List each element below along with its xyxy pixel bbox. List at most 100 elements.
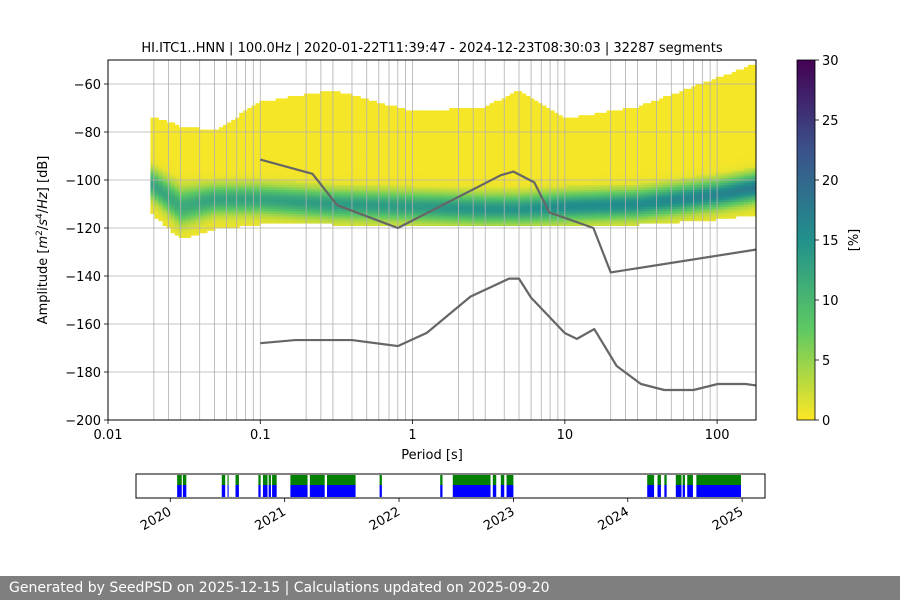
heatmap-cell xyxy=(416,196,422,200)
heatmap-cell xyxy=(348,199,353,202)
heatmap-cell xyxy=(517,108,523,111)
heatmap-cell xyxy=(380,158,385,162)
heatmap-cell xyxy=(481,194,486,198)
heatmap-cell xyxy=(328,117,333,121)
heatmap-cell xyxy=(424,139,430,142)
heatmap-cell xyxy=(477,153,482,157)
heatmap-cell xyxy=(158,122,163,126)
heatmap-cell xyxy=(513,146,519,150)
heatmap-cell xyxy=(368,124,373,128)
heatmap-cell xyxy=(538,148,543,152)
heatmap-cell xyxy=(525,103,531,106)
heatmap-cell xyxy=(211,218,216,222)
heatmap-cell xyxy=(388,117,394,121)
heatmap-cell xyxy=(396,148,402,152)
heatmap-cell xyxy=(433,120,438,123)
heatmap-cell xyxy=(533,180,539,183)
heatmap-cell xyxy=(227,127,232,130)
heatmap-cell xyxy=(186,165,192,169)
heatmap-cell xyxy=(493,156,499,159)
heatmap-cell xyxy=(186,218,192,222)
heatmap-cell xyxy=(437,170,442,174)
heatmap-cell xyxy=(336,156,341,159)
heatmap-cell xyxy=(424,132,430,135)
heatmap-cell xyxy=(489,184,494,188)
heatmap-cell xyxy=(239,117,244,121)
heatmap-cell xyxy=(538,158,543,162)
heatmap-cell xyxy=(162,146,167,150)
heatmap-cell xyxy=(396,187,402,190)
heatmap-cell xyxy=(295,100,301,104)
heatmap-cell xyxy=(473,211,478,214)
heatmap-cell xyxy=(469,134,474,138)
heatmap-cell xyxy=(336,180,341,183)
heatmap-cell xyxy=(445,182,450,186)
heatmap-cell xyxy=(219,182,224,186)
heatmap-cell xyxy=(380,151,385,154)
heatmap-cell xyxy=(521,122,527,126)
heatmap-cell xyxy=(424,189,430,193)
heatmap-cell xyxy=(485,105,490,109)
heatmap-cell xyxy=(206,177,212,181)
heatmap-cell xyxy=(287,158,293,162)
heatmap-cell xyxy=(344,175,349,178)
heatmap-cell xyxy=(324,213,329,217)
heatmap-cell xyxy=(392,208,398,212)
heatmap-cell xyxy=(239,158,244,162)
heatmap-cell xyxy=(340,189,345,193)
heatmap-cell xyxy=(396,216,402,219)
heatmap-cell xyxy=(283,218,289,222)
heatmap-cell xyxy=(202,151,208,154)
heatmap-cell xyxy=(247,220,252,224)
heatmap-cell xyxy=(275,216,281,219)
heatmap-cell xyxy=(170,156,176,159)
heatmap-cell xyxy=(505,165,511,169)
heatmap-cell xyxy=(267,182,272,186)
heatmap-cell xyxy=(315,189,321,193)
heatmap-cell xyxy=(542,223,547,226)
heatmap-cell xyxy=(295,112,301,116)
heatmap-cell xyxy=(219,134,224,138)
heatmap-cell xyxy=(299,218,305,222)
heatmap-cell xyxy=(497,172,503,176)
heatmap-cell xyxy=(275,120,281,123)
heatmap-cell xyxy=(445,175,450,178)
heatmap-cell xyxy=(202,206,208,210)
heatmap-cell xyxy=(336,141,341,145)
heatmap-cell xyxy=(392,172,398,176)
heatmap-cell xyxy=(485,110,490,114)
heatmap-cell xyxy=(190,168,196,171)
heatmap-cell xyxy=(550,194,555,198)
heatmap-cell xyxy=(437,141,442,145)
heatmap-cell xyxy=(360,163,365,166)
heatmap-cell xyxy=(219,127,224,130)
heatmap-cell xyxy=(174,218,180,222)
heatmap-cell xyxy=(328,211,333,214)
heatmap-cell xyxy=(231,187,236,190)
heatmap-cell xyxy=(497,218,503,222)
heatmap-cell xyxy=(231,218,236,222)
heatmap-cell xyxy=(529,189,535,193)
heatmap-cell xyxy=(279,127,285,130)
heatmap-cell xyxy=(473,172,478,176)
heatmap-cell xyxy=(328,139,333,142)
heatmap-cell xyxy=(263,122,268,126)
heatmap-cell xyxy=(271,182,276,186)
heatmap-cell xyxy=(340,103,345,106)
heatmap-cell xyxy=(320,141,325,145)
heatmap-cell xyxy=(441,187,446,190)
heatmap-cell xyxy=(485,136,490,140)
heatmap-cell xyxy=(328,100,333,104)
heatmap-cell xyxy=(231,134,236,138)
heatmap-cell xyxy=(150,156,155,159)
heatmap-cell xyxy=(239,151,244,154)
heatmap-cell xyxy=(299,165,305,169)
heatmap-cell xyxy=(235,151,240,154)
heatmap-cell xyxy=(150,192,155,195)
heatmap-cell xyxy=(162,160,167,164)
heatmap-cell xyxy=(332,180,337,183)
heatmap-cell xyxy=(328,189,333,193)
heatmap-cell xyxy=(259,220,264,224)
heatmap-cell xyxy=(336,136,341,140)
heatmap-cell xyxy=(412,120,418,123)
